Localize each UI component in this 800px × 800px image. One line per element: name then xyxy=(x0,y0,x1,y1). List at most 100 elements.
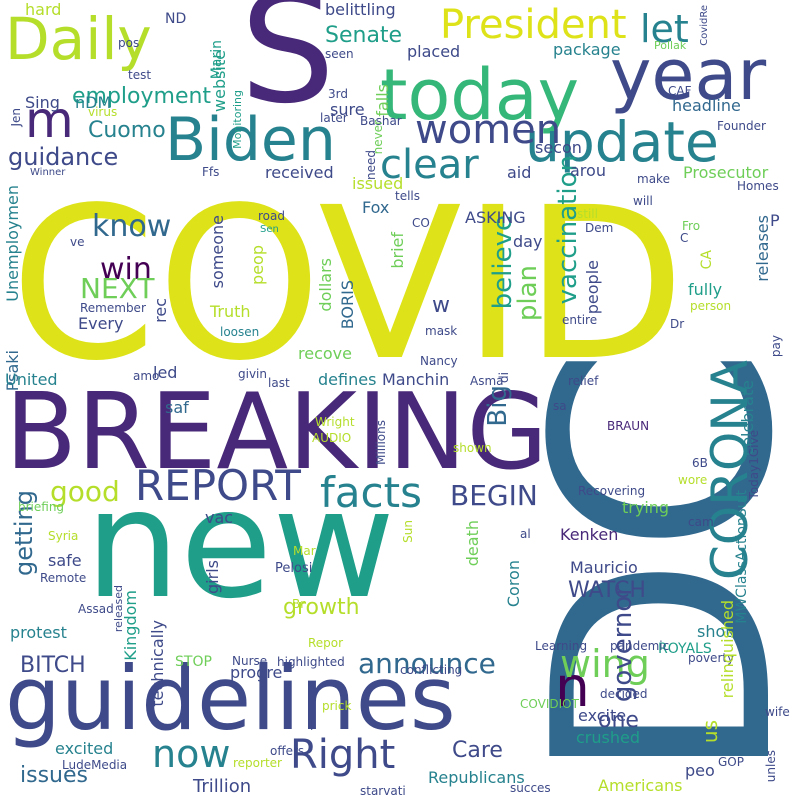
word-daily: Daily xyxy=(5,5,152,73)
word-technically: technically xyxy=(148,620,167,707)
word-conflicting: conflicting xyxy=(400,663,463,677)
word-women: women xyxy=(415,107,562,153)
word-coron: Coron xyxy=(504,560,523,608)
word-clear: clear xyxy=(380,142,479,188)
word-defines: defines xyxy=(318,370,377,389)
word-repor: Repor xyxy=(308,636,344,650)
word-facts: facts xyxy=(320,468,422,517)
word-nd: ND xyxy=(165,11,187,27)
word-shown: shown xyxy=(453,441,492,455)
word-ndm: nDM xyxy=(75,93,112,112)
word-every: Every xyxy=(78,314,124,333)
word-fro: Fro xyxy=(682,219,701,233)
word-unemploymen: Unemploymen xyxy=(3,185,22,302)
word-w: w xyxy=(432,293,450,318)
word-asking: ASKING xyxy=(465,208,526,227)
word-bitch: BITCH xyxy=(20,653,86,678)
word-stop: STOP xyxy=(175,654,212,670)
word-sun: Sun xyxy=(401,520,415,543)
word-people: people xyxy=(583,260,602,315)
word-falls: falls xyxy=(373,84,392,117)
word-win: win xyxy=(100,252,152,287)
word-prosecutor: Prosecutor xyxy=(683,163,769,182)
word-recove: recove xyxy=(298,344,352,363)
word-today: today xyxy=(380,54,580,136)
word-need: need xyxy=(364,150,378,180)
word-led: led xyxy=(153,363,178,382)
word-trillion: Trillion xyxy=(193,776,252,797)
word-issues: issues xyxy=(20,763,88,788)
word-dem: Dem xyxy=(585,221,614,235)
word-united: United xyxy=(5,370,58,389)
word-year: year xyxy=(610,34,767,116)
word-givin: givin xyxy=(238,367,267,381)
word-begin: BEGIN xyxy=(450,479,538,512)
word-c: C xyxy=(680,231,689,245)
word-syria: Syria xyxy=(48,529,79,543)
word-manchin: Manchin xyxy=(382,370,450,389)
word-guidance: guidance xyxy=(8,143,119,171)
word-nurse: Nurse xyxy=(232,654,268,668)
word-belittling: belittling xyxy=(325,0,396,19)
word-cuomo: Cuomo xyxy=(88,118,166,143)
word-mauricio: Mauricio xyxy=(570,558,638,577)
word-n: n xyxy=(555,655,590,719)
word-girls: girls xyxy=(203,560,222,594)
word-placed: placed xyxy=(407,42,461,61)
word-make: make xyxy=(637,172,670,186)
word-asma: Asma xyxy=(470,374,504,388)
word-ffs: Ffs xyxy=(202,165,220,179)
word-marin: Marin xyxy=(209,40,225,80)
word-tells: tells xyxy=(395,189,421,203)
word-fully: fully xyxy=(688,280,723,299)
word-one: one xyxy=(598,708,639,733)
word-truth: Truth xyxy=(210,302,251,321)
word-secon: secon xyxy=(535,138,582,157)
word-relief: relief xyxy=(568,374,599,388)
word-al: al xyxy=(520,527,531,541)
word-loosen: loosen xyxy=(220,325,260,339)
word-wore: wore xyxy=(678,473,708,487)
word-americans: Americans xyxy=(598,776,683,795)
word-crushed: crushed xyxy=(576,728,640,747)
word-us: us xyxy=(698,720,722,744)
word-released: released xyxy=(112,585,125,633)
word-guidelines: guidelines xyxy=(5,647,456,750)
word-royals: ROYALS xyxy=(658,641,712,657)
word-pandemic: pandemic xyxy=(610,639,670,653)
word-bashar: Bashar xyxy=(360,114,402,128)
word-rec: rec xyxy=(151,298,170,323)
word-today1give: Today1Give xyxy=(747,430,761,500)
word-mwclassactionsuit: MWClassActionSuit xyxy=(734,490,750,624)
word-excited: excited xyxy=(55,739,114,758)
word-pay: pay xyxy=(769,335,783,358)
word-hard: hard xyxy=(25,0,62,19)
word-seen: seen xyxy=(325,47,354,61)
word-received: received xyxy=(265,163,334,182)
word-poverty: poverty xyxy=(688,651,735,665)
word-care: Care xyxy=(452,738,503,763)
word-day: day xyxy=(513,232,543,251)
word-employment: employment xyxy=(72,84,212,109)
word-sen: Sen xyxy=(260,224,279,235)
word-monitoring: Monitoring xyxy=(231,90,244,149)
word-know: know xyxy=(92,209,172,244)
word-death: death xyxy=(463,520,482,567)
word-saf: saf xyxy=(165,398,189,417)
word-growth: growth xyxy=(283,595,360,620)
word-will: will xyxy=(633,194,653,208)
word-excite: excite xyxy=(578,706,627,725)
word-person: person xyxy=(690,299,732,313)
word-pelosi: Pelosi xyxy=(275,561,313,576)
word-plan: plan xyxy=(513,265,543,322)
word-trying: trying xyxy=(622,498,670,517)
word-highlighted: highlighted xyxy=(277,655,345,669)
word-remember: Remember xyxy=(80,301,146,315)
word-vac: vac xyxy=(205,508,234,527)
word-update: update xyxy=(525,110,719,174)
word-6b: 6B xyxy=(692,456,708,470)
word-new: new xyxy=(85,458,396,632)
word-let: let xyxy=(640,7,689,51)
word-fox: Fox xyxy=(362,198,390,217)
